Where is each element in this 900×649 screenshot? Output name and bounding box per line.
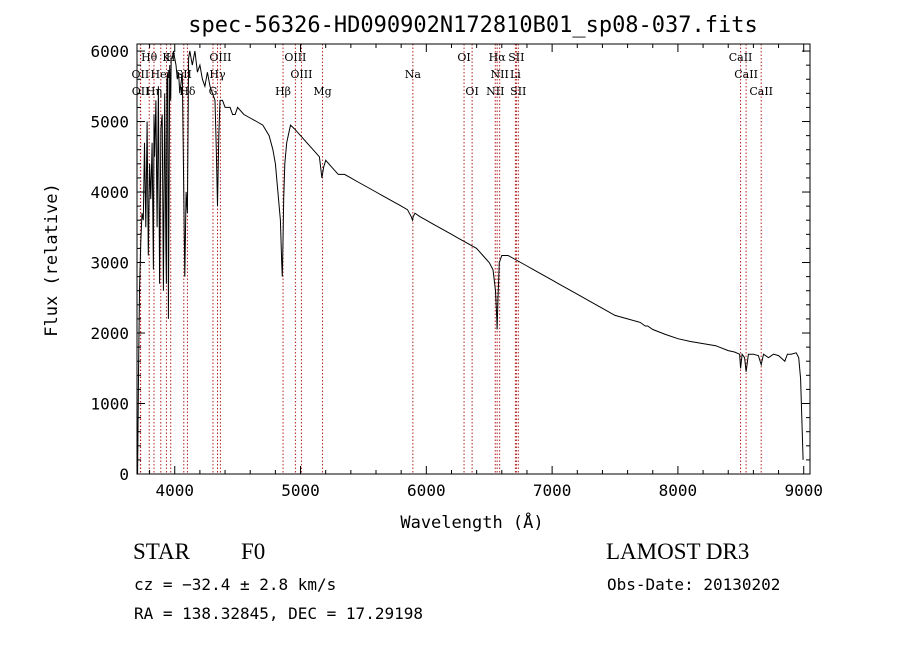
line-label-0: Hθ (141, 51, 158, 64)
y-tick-label-5: 5000 (90, 113, 129, 132)
x-axis-ticks: 4000 5000 6000 7000 8000 9000 (149, 44, 823, 500)
line-label-8: CaII (729, 51, 753, 64)
line-label-10: HeI (151, 68, 171, 81)
y-axis-label: Flux (relative) (42, 183, 62, 337)
line-label-4: OIII (284, 51, 306, 64)
line-label-5: OI (457, 51, 470, 64)
y-axis-ticks: 0 1000 2000 3000 4000 5000 6000 (90, 42, 810, 484)
emission-line-markers (139, 44, 762, 474)
x-tick-label-0: 4000 (155, 481, 194, 500)
chart-title: spec-56326-HD090902N172810B01_sp08-037.f… (188, 13, 758, 38)
redshift-cz: cz = −32.4 ± 2.8 km/s (134, 575, 337, 594)
line-label-24: OI (465, 85, 478, 98)
y-tick-label-4: 4000 (90, 183, 129, 202)
line-label-27: CaII (749, 85, 773, 98)
line-label-2: H (166, 51, 176, 64)
line-label-7: SII (508, 51, 524, 64)
spectrum-line (137, 50, 804, 475)
plot-frame (136, 43, 811, 475)
x-tick-label-2: 6000 (407, 481, 446, 500)
line-label-22: Hβ (275, 85, 291, 98)
line-label-1: K (162, 51, 171, 64)
y-tick-label-1: 1000 (90, 395, 129, 414)
line-label-18: OII (132, 85, 150, 98)
line-label-6: Hα (489, 51, 507, 64)
x-tick-label-4: 8000 (659, 481, 698, 500)
x-tick-label-5: 9000 (784, 481, 823, 500)
spectrum-plot: spec-56326-HD090902N172810B01_sp08-037.f… (42, 13, 823, 533)
object-class: STAR (133, 539, 190, 564)
line-label-21: G (209, 85, 218, 98)
line-label-25: NII (486, 85, 504, 98)
line-label-26: SII (510, 85, 526, 98)
line-label-19: Hη (146, 85, 162, 98)
y-tick-label-3: 3000 (90, 254, 129, 273)
line-label-9: OII (132, 68, 150, 81)
line-label-14: Na (405, 68, 422, 81)
x-axis-label: Wavelength (Å) (400, 511, 543, 533)
x-tick-label-3: 7000 (533, 481, 572, 500)
obs-date: Obs-Date: 20130202 (607, 575, 781, 594)
line-label-17: CaII (734, 68, 758, 81)
line-label-12: Hγ (209, 68, 226, 81)
y-tick-label-6: 6000 (90, 42, 129, 61)
survey-name: LAMOST DR3 (606, 539, 750, 564)
line-label-13: OIII (290, 68, 312, 81)
subclass: F0 (241, 539, 266, 564)
line-label-16: Li (510, 68, 521, 81)
line-label-3: OIII (209, 51, 231, 64)
line-label-23: Mg (313, 85, 331, 98)
y-tick-label-2: 2000 (90, 324, 129, 343)
line-label-20: Hδ (179, 85, 196, 98)
line-label-11: SII (176, 68, 192, 81)
ra-dec-coordinates: RA = 138.32845, DEC = 17.29198 (134, 604, 423, 623)
y-tick-label-0: 0 (119, 465, 129, 484)
x-tick-label-1: 5000 (281, 481, 320, 500)
line-label-15: NII (491, 68, 509, 81)
